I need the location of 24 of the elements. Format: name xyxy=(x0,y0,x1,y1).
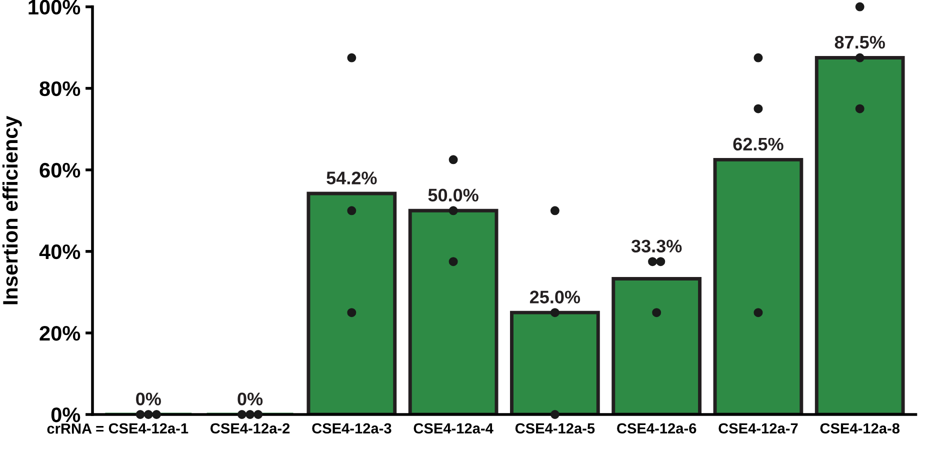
data-label: 0% xyxy=(136,392,161,406)
data-label: 25.0% xyxy=(530,290,580,304)
x-axis-title: crRNA = xyxy=(47,424,104,434)
y-tick-label: 60% xyxy=(40,162,80,178)
x-tick-label: CSE4-12a-4 xyxy=(414,423,494,434)
y-tick-label: 0% xyxy=(51,407,80,422)
x-tick-label: CSE4-12a-2 xyxy=(210,423,290,434)
data-label: 87.5% xyxy=(834,36,885,49)
data-label: 50.0% xyxy=(428,188,478,202)
y-tick-label: 40% xyxy=(39,244,80,260)
x-tick-label: CSE4-12a-3 xyxy=(312,423,392,434)
data-label: 54.2% xyxy=(326,172,377,184)
x-tick-label: CSE4-12a-1 xyxy=(108,423,188,434)
y-tick-label: 100% xyxy=(28,0,80,15)
y-tick-label: 80% xyxy=(40,81,80,96)
y-axis-title: Insertion efficiency xyxy=(2,116,22,304)
data-label: 0% xyxy=(238,392,263,406)
x-tick-label: CSE4-12a-7 xyxy=(718,423,798,434)
data-label: 33.3% xyxy=(631,240,682,253)
y-tick-label: 20% xyxy=(40,326,80,341)
x-tick-label: CSE4-12a-6 xyxy=(617,423,696,434)
data-label: 62.5% xyxy=(733,138,784,151)
x-tick-label: CSE4-12a-8 xyxy=(820,423,900,434)
x-tick-label: CSE4-12a-5 xyxy=(515,423,595,434)
